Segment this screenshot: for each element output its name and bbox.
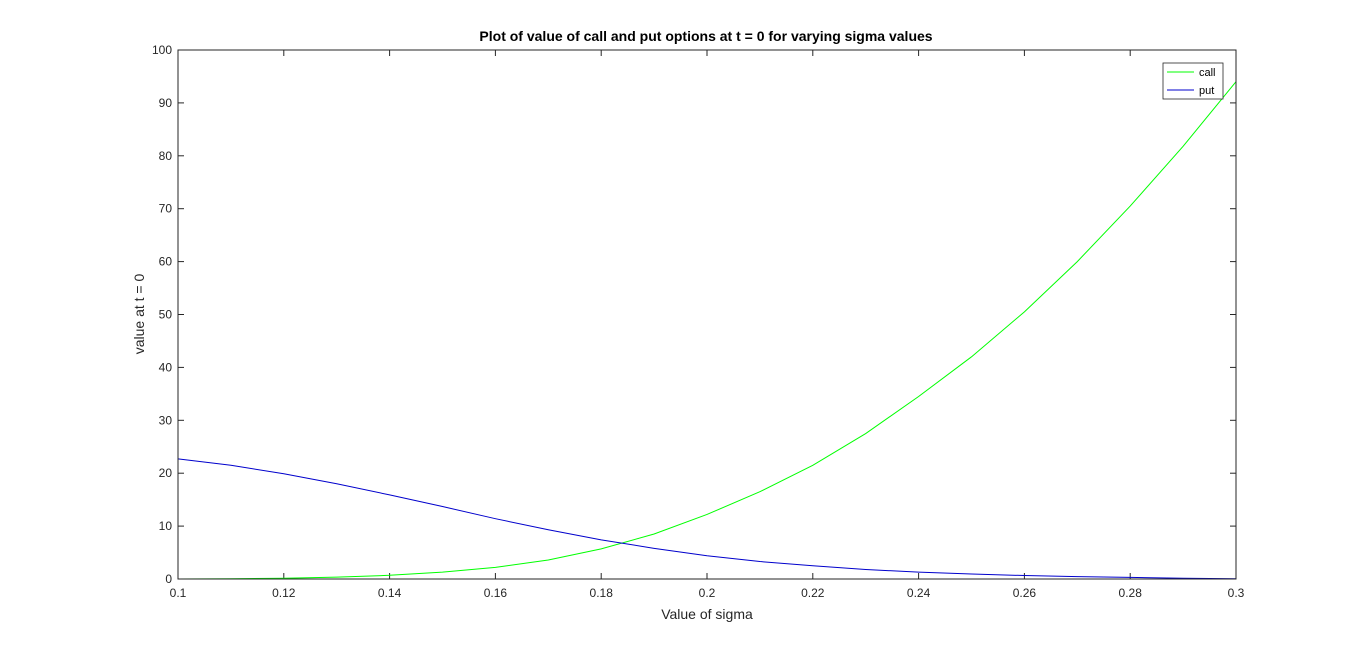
plot-frame — [177, 49, 1237, 580]
x-tick-label: 0.3 — [1228, 586, 1245, 600]
legend-label-put: put — [1199, 85, 1214, 97]
x-tick-label: 0.24 — [907, 586, 931, 600]
x-axis-label: Value of sigma — [661, 606, 753, 622]
y-tick-label: 50 — [159, 308, 173, 322]
series-line-call — [177, 81, 1237, 580]
y-tick-label: 60 — [159, 255, 173, 269]
x-tick-label: 0.16 — [484, 586, 508, 600]
y-tick-label: 70 — [159, 202, 173, 216]
chart-title: Plot of value of call and put options at… — [479, 28, 932, 44]
y-tick-label: 80 — [159, 149, 173, 163]
x-tick-label: 0.1 — [170, 586, 187, 600]
x-tick-label: 0.28 — [1119, 586, 1143, 600]
series-line-put — [177, 458, 1237, 580]
plot-area — [178, 50, 1236, 579]
y-tick-label: 100 — [152, 43, 172, 57]
y-tick-label: 90 — [159, 96, 173, 110]
x-tick-label: 0.12 — [272, 586, 296, 600]
y-tick-label: 20 — [159, 466, 173, 480]
y-tick-label: 10 — [159, 519, 173, 533]
legend: call put — [1162, 62, 1224, 100]
x-tick-label: 0.26 — [1013, 586, 1037, 600]
legend-box — [1162, 62, 1224, 100]
marks-layer: 0.1 0.12 0.14 0.16 0.18 0.2 0.22 0.24 0.26 0.28 0.… — [152, 43, 1245, 600]
y-axis-label: value at t = 0 — [131, 274, 147, 355]
y-tick-label: 40 — [159, 360, 173, 374]
x-tick-label: 0.14 — [378, 586, 402, 600]
x-tick-label: 0.2 — [699, 586, 716, 600]
legend-label-call: call — [1199, 67, 1216, 79]
y-tick-label: 30 — [159, 413, 173, 427]
y-tick-label: 0 — [165, 572, 172, 586]
x-tick-label: 0.18 — [590, 586, 614, 600]
x-tick-label: 0.22 — [801, 586, 825, 600]
